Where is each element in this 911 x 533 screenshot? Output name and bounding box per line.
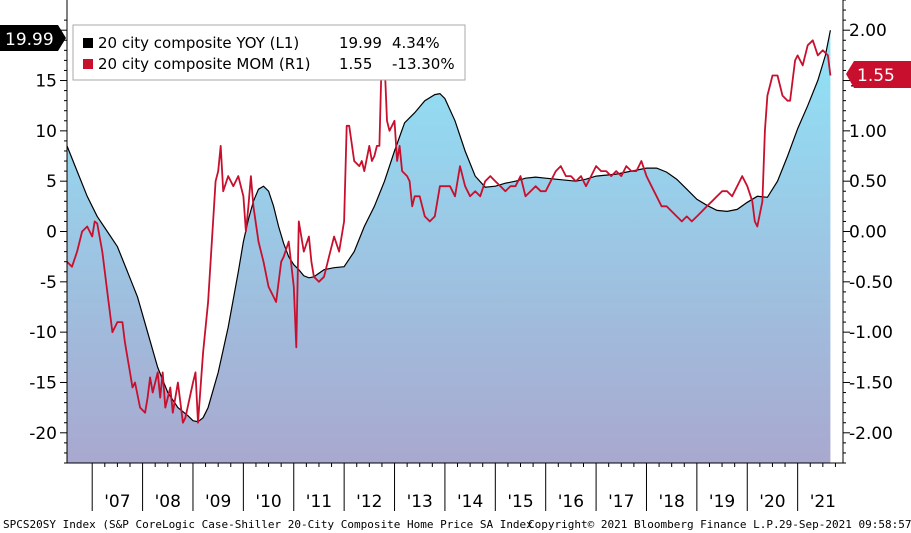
footer-source: SPCS20SY Index (S&P CoreLogic Case-Shill… xyxy=(3,518,533,531)
legend-swatch-yoy xyxy=(83,38,93,48)
x-tick-label: '19 xyxy=(709,492,735,512)
legend-label-mom: 20 city composite MOM (R1) xyxy=(98,55,311,73)
x-tick-label: '07 xyxy=(104,492,130,512)
legend-change-yoy: 4.34% xyxy=(392,34,440,52)
x-tick-label: '13 xyxy=(407,492,433,512)
x-tick-label: '12 xyxy=(356,492,382,512)
left-tick-label: -10 xyxy=(29,323,57,343)
right-tick-label: 1.00 xyxy=(849,122,887,142)
x-tick-label: '11 xyxy=(306,492,332,512)
legend-change-mom: -13.30% xyxy=(392,55,455,73)
yoy-area-layer xyxy=(67,30,831,464)
right-tick-label: -2.00 xyxy=(849,424,893,444)
x-tick-label: '14 xyxy=(457,492,483,512)
x-tick-label: '10 xyxy=(255,492,281,512)
left-tick-label: -20 xyxy=(29,424,57,444)
right-tick-label: 2.00 xyxy=(849,21,887,41)
lines-layer xyxy=(66,30,832,424)
right-tick-label: -0.50 xyxy=(849,273,893,293)
axes-layer: 151050-5-10-15-202.001.501.000.500.00-0.… xyxy=(29,0,893,512)
left-tick-label: 0 xyxy=(46,223,57,243)
right-tick-label: -1.00 xyxy=(849,323,893,343)
x-tick-label: '09 xyxy=(205,492,231,512)
right-tick-label: -1.50 xyxy=(849,373,893,393)
footer-timestamp: 29-Sep-2021 09:58:57 xyxy=(779,518,911,531)
svg-text:19.99: 19.99 xyxy=(5,30,54,50)
x-tick-label: '21 xyxy=(810,492,836,512)
left-tick-label: 15 xyxy=(35,72,57,92)
last-value-tag-left: 19.99 xyxy=(0,25,66,51)
yoy-area xyxy=(67,30,831,464)
left-tick-label: 10 xyxy=(35,122,57,142)
left-tick-label: -5 xyxy=(40,273,57,293)
left-tick-label: 5 xyxy=(46,172,57,192)
x-tick-label: '17 xyxy=(608,492,634,512)
x-tick-label: '16 xyxy=(558,492,584,512)
x-tick-label: '08 xyxy=(155,492,181,512)
footer-copyright: Copyright© 2021 Bloomberg Finance L.P. xyxy=(528,518,780,531)
yoy-line xyxy=(66,30,831,423)
legend-last-yoy: 19.99 xyxy=(339,34,382,52)
right-tick-label: 0.00 xyxy=(849,223,887,243)
legend-last-mom: 1.55 xyxy=(339,55,372,73)
legend-swatch-mom xyxy=(83,59,93,69)
legend: 20 city composite YOY (L1) 19.99 4.34% 2… xyxy=(72,24,466,81)
x-tick-label: '20 xyxy=(759,492,785,512)
legend-label-yoy: 20 city composite YOY (L1) xyxy=(98,34,299,52)
last-value-tag-right: 1.55 xyxy=(846,61,911,88)
right-tick-label: 0.50 xyxy=(849,172,887,192)
x-tick-label: '18 xyxy=(659,492,685,512)
mom-line xyxy=(66,39,832,424)
x-tick-label: '15 xyxy=(507,492,533,512)
svg-text:1.55: 1.55 xyxy=(857,66,895,86)
left-tick-label: -15 xyxy=(29,373,57,393)
